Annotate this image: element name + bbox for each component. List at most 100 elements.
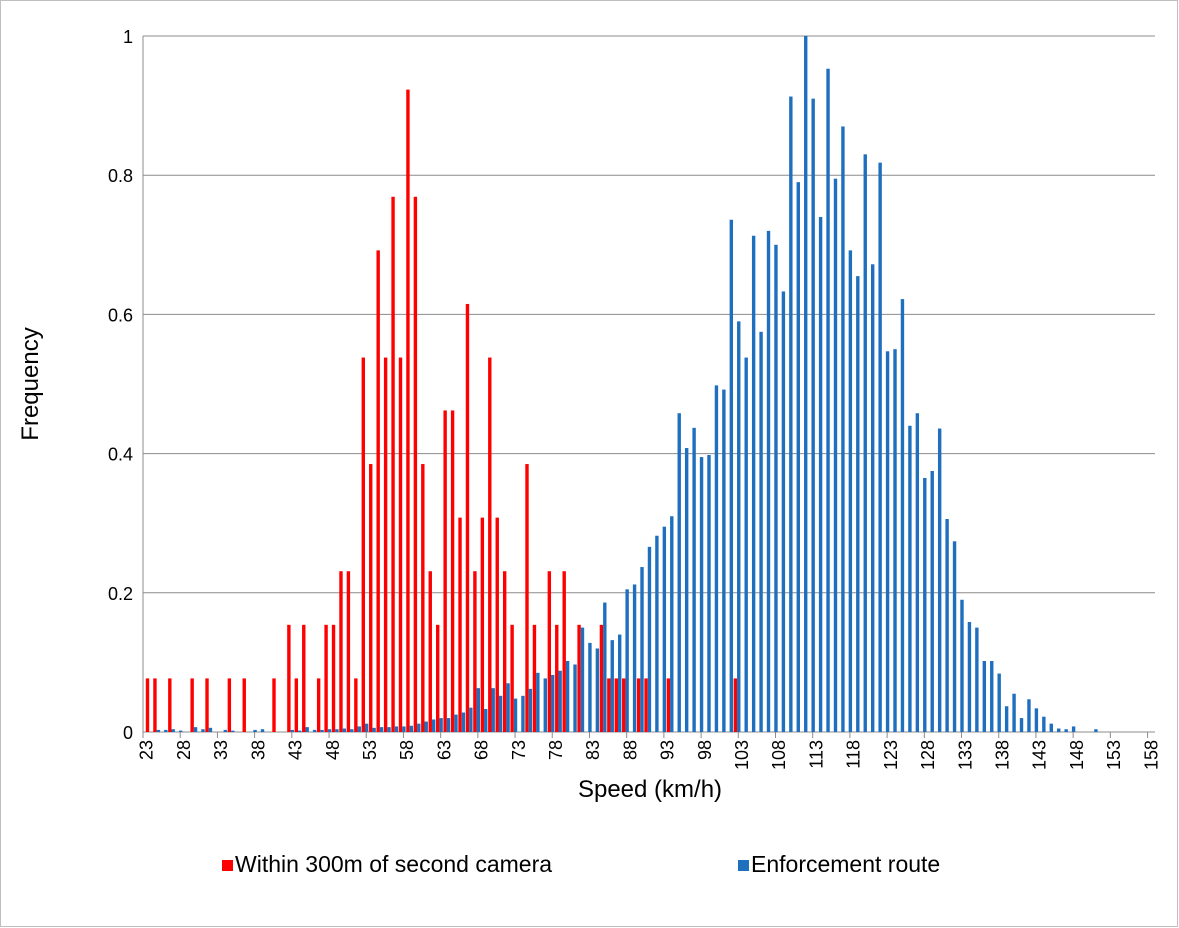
bar: [1042, 716, 1046, 732]
bar: [647, 546, 652, 732]
bar: [454, 714, 458, 732]
bar: [684, 448, 689, 732]
bar: [737, 321, 741, 732]
x-tick-label: 33: [211, 740, 231, 760]
x-tick-label: 63: [434, 740, 454, 760]
bar: [796, 182, 800, 732]
bar: [841, 126, 845, 733]
x-tick-label: 103: [732, 740, 752, 770]
bar: [469, 707, 473, 732]
bar: [439, 718, 443, 732]
bar: [480, 517, 485, 732]
bar: [495, 517, 499, 732]
bar: [450, 410, 455, 732]
x-tick-label: 28: [174, 740, 194, 760]
bar: [145, 678, 150, 732]
bar: [863, 154, 867, 732]
bar: [617, 634, 622, 732]
bar: [339, 571, 343, 732]
bar: [502, 571, 507, 732]
bar: [298, 730, 302, 732]
bar: [394, 726, 399, 732]
bar: [305, 727, 309, 732]
y-tick-label: 0: [123, 723, 133, 743]
bar: [153, 678, 157, 732]
x-tick-label: 78: [546, 740, 566, 760]
y-tick-label: 0.2: [108, 584, 133, 604]
bar: [558, 670, 562, 732]
bar: [331, 624, 336, 732]
bar: [632, 584, 637, 732]
bar: [312, 729, 317, 732]
bar: [1012, 693, 1016, 732]
bar: [885, 351, 890, 732]
bar: [372, 727, 376, 732]
bar: [413, 196, 418, 732]
bar: [640, 567, 644, 732]
bar: [699, 457, 704, 732]
bar: [190, 678, 194, 732]
legend-label: Within 300m of second camera: [235, 851, 552, 877]
bar: [811, 98, 815, 732]
bar: [193, 727, 198, 732]
bar: [878, 162, 882, 732]
bar: [547, 571, 552, 732]
bar: [573, 664, 577, 732]
y-tick-label: 1: [123, 27, 133, 47]
x-tick-label: 153: [1104, 740, 1124, 770]
x-tick-label: 118: [844, 740, 864, 769]
x-tick-label: 128: [918, 740, 938, 770]
bar: [354, 678, 358, 732]
bar: [975, 627, 979, 732]
bar: [383, 357, 388, 732]
bar: [406, 89, 410, 733]
bar: [915, 413, 920, 732]
bar: [443, 410, 447, 732]
bar: [510, 624, 514, 732]
bar: [662, 526, 667, 732]
bar: [428, 571, 432, 732]
bar: [357, 726, 361, 732]
bar: [164, 729, 168, 732]
bar: [707, 454, 711, 732]
bar: [670, 516, 674, 732]
bar: [324, 624, 328, 732]
bar: [346, 571, 351, 732]
bar: [335, 729, 339, 732]
x-tick-label: 98: [695, 740, 715, 760]
bar: [201, 729, 205, 732]
bar: [223, 729, 228, 732]
bar: [156, 729, 161, 732]
bar: [733, 678, 738, 732]
bar: [242, 678, 246, 732]
bar: [387, 727, 391, 732]
y-tick-label: 0.8: [108, 166, 133, 186]
bar: [804, 36, 808, 732]
x-tick-label: 68: [472, 740, 492, 760]
bar: [580, 627, 585, 732]
bar: [923, 477, 927, 732]
bar: [302, 624, 306, 732]
legend-swatch: [738, 860, 749, 871]
bar: [488, 357, 492, 732]
bar: [525, 464, 529, 732]
x-tick-label: 58: [397, 740, 417, 760]
bar: [1064, 729, 1068, 732]
bar: [536, 672, 540, 732]
bar: [595, 648, 600, 732]
bar: [473, 571, 477, 732]
bar: [316, 678, 321, 732]
bar: [376, 250, 380, 733]
bar: [1057, 728, 1061, 732]
bar: [744, 357, 748, 732]
bar: [751, 235, 756, 732]
bar: [294, 678, 299, 732]
bar: [320, 729, 324, 732]
bar: [577, 624, 581, 732]
bar: [498, 695, 503, 732]
bar: [1071, 726, 1076, 732]
bar: [960, 599, 964, 732]
x-tick-label: 48: [323, 740, 343, 760]
